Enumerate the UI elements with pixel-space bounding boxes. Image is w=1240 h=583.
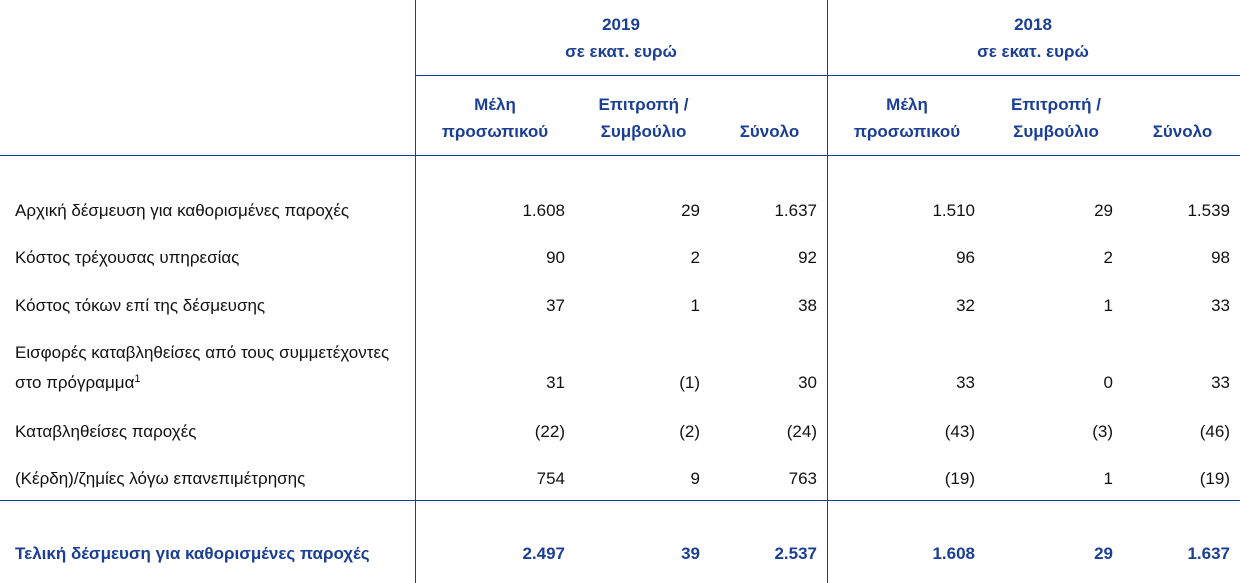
cell-value: 1 — [1103, 295, 1113, 315]
cell-value: (24) — [786, 421, 817, 441]
divider — [415, 75, 1240, 76]
cell-value: 39 — [681, 543, 700, 563]
cell-value: (22) — [534, 421, 565, 441]
cell-value: 30 — [798, 372, 817, 392]
cell-value: 0 — [1103, 372, 1113, 392]
cell-value: 32 — [956, 295, 975, 315]
column-header: Μέλη προσωπικού — [441, 95, 549, 141]
cell-value: 2 — [690, 247, 700, 267]
cell-value: 9 — [690, 468, 700, 488]
cell-value: 29 — [1094, 200, 1113, 220]
cell-value: 1.608 — [932, 543, 975, 563]
cell-value: 763 — [788, 468, 817, 488]
cell-value: 2.537 — [774, 543, 817, 563]
cell-value: 1.539 — [1187, 200, 1230, 220]
row-label: Κόστος τόκων επί της δέσμευσης — [15, 295, 266, 315]
group-year: 2018 — [1014, 15, 1052, 34]
cell-value: (19) — [944, 468, 975, 488]
cell-value: 92 — [798, 247, 817, 267]
cell-value: (43) — [944, 421, 975, 441]
row-label: Κόστος τρέχουσας υπηρεσίας — [15, 247, 240, 267]
group-unit: σε εκατ. ευρώ — [565, 42, 677, 61]
divider — [415, 0, 416, 583]
cell-value: 1.608 — [522, 200, 565, 220]
cell-value: 31 — [546, 372, 565, 392]
cell-value: 1.637 — [774, 200, 817, 220]
cell-value: 2.497 — [522, 543, 565, 563]
footnote-mark: 1 — [134, 372, 141, 385]
cell-value: (19) — [1199, 468, 1230, 488]
row-label: Τελική δέσμευση για καθορισμένες παροχές — [15, 543, 370, 563]
cell-value: 29 — [1094, 543, 1113, 563]
cell-value: 38 — [798, 295, 817, 315]
cell-value: (2) — [679, 421, 700, 441]
row-label: Αρχική δέσμευση για καθορισμένες παροχές — [15, 200, 350, 220]
cell-value: (3) — [1092, 421, 1113, 441]
cell-value: 1 — [690, 295, 700, 315]
group-unit: σε εκατ. ευρώ — [977, 42, 1089, 61]
cell-value: (46) — [1199, 421, 1230, 441]
column-header: Μέλη προσωπικού — [853, 95, 961, 141]
cell-value: 33 — [1211, 295, 1230, 315]
column-header: Επιτροπή / Συμβούλιο — [598, 95, 689, 141]
divider — [0, 155, 1240, 156]
divider — [827, 0, 828, 583]
group-year: 2019 — [602, 15, 640, 34]
row-label: (Κέρδη)/ζημίες λόγω επανεπιμέτρησης — [15, 468, 306, 488]
cell-value: 754 — [536, 468, 565, 488]
column-header: Σύνολο — [1152, 122, 1213, 141]
cell-value: 90 — [546, 247, 565, 267]
cell-value: 1.637 — [1187, 543, 1230, 563]
column-header: Επιτροπή / Συμβούλιο — [1011, 95, 1101, 141]
row-label: Εισφορές καταβληθείσες από τους συμμετέχ… — [15, 342, 390, 392]
cell-value: 96 — [956, 247, 975, 267]
cell-value: 29 — [681, 200, 700, 220]
divider — [0, 500, 1240, 501]
cell-value: 98 — [1211, 247, 1230, 267]
cell-value: 1.510 — [932, 200, 975, 220]
cell-value: (1) — [679, 372, 700, 392]
cell-value: 33 — [1211, 372, 1230, 392]
column-header: Σύνολο — [739, 122, 800, 141]
cell-value: 33 — [956, 372, 975, 392]
cell-value: 2 — [1103, 247, 1113, 267]
cell-value: 37 — [546, 295, 565, 315]
row-label: Καταβληθείσες παροχές — [15, 421, 197, 441]
cell-value: 1 — [1103, 468, 1113, 488]
